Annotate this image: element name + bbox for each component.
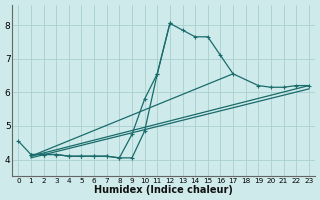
X-axis label: Humidex (Indice chaleur): Humidex (Indice chaleur) xyxy=(94,185,233,195)
